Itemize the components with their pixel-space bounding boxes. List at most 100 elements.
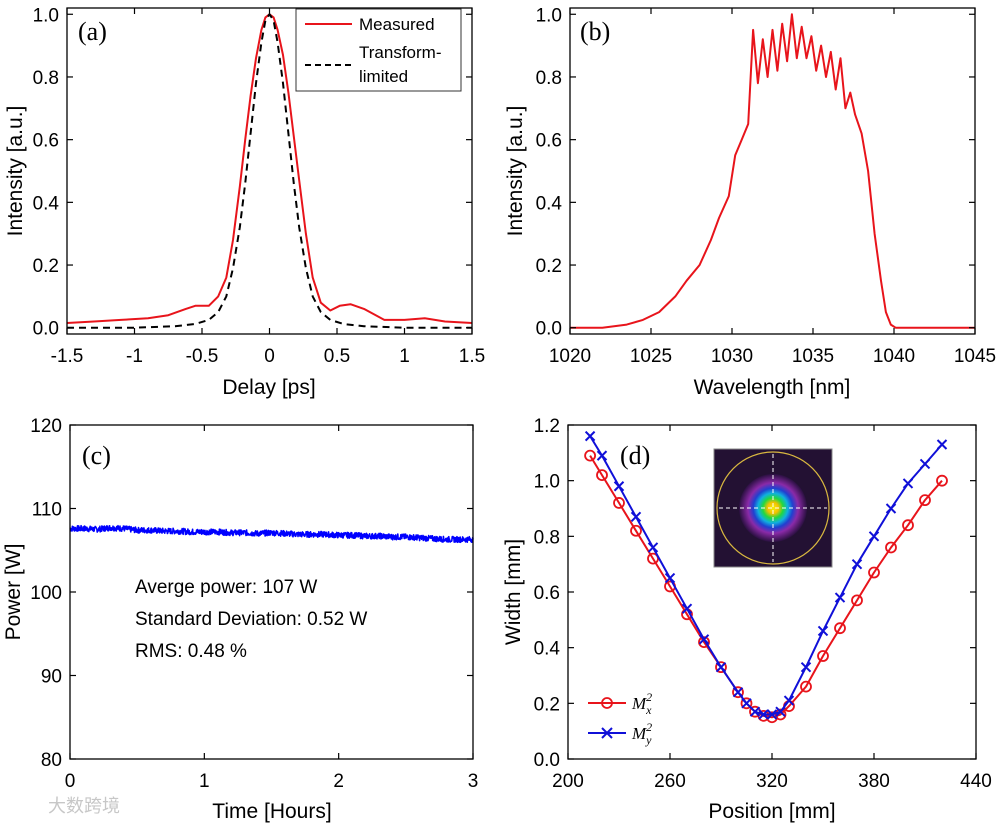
panel-c-ticks: 0 1 2 3 80 90 100 110 120	[30, 416, 478, 792]
panel-d-point-mx	[885, 541, 897, 554]
panel-d-point-my	[783, 695, 795, 706]
panel-a-ylabel: Intensity [a.u.]	[4, 106, 27, 237]
panel-d-point-my	[647, 542, 659, 553]
annotation-average-power: Averge power: 107 W	[135, 577, 317, 598]
panel-b-xtick-label: 1030	[711, 346, 753, 367]
panel-d-point-mx	[715, 661, 727, 674]
legend-my-sub: y	[645, 733, 652, 747]
panel-d-point-mx	[936, 474, 948, 487]
panel-d-point-my	[936, 439, 948, 450]
panel-d-point-my	[766, 709, 778, 720]
panel-d-legend: M2 x M2 y	[588, 690, 652, 747]
panel-a-xtick-label: -1	[126, 346, 143, 367]
panel-d-xtick-label: 440	[960, 771, 992, 792]
panel-a-ytick-label: 0.2	[33, 256, 59, 277]
panel-a-ytick-label: 0.6	[33, 131, 59, 152]
panel-a-plot	[66, 13, 473, 329]
annotation-standard-deviation: Standard Deviation: 0.52 W	[135, 609, 367, 630]
panel-d-xtick-label: 260	[654, 771, 686, 792]
panel-d-xtick-label: 200	[552, 771, 584, 792]
legend-label-line1: Transform-	[359, 43, 442, 62]
panel-b-xtick-label: 1020	[549, 346, 591, 367]
panel-c-plot	[69, 524, 474, 544]
panel-d-point-mx	[698, 636, 710, 648]
panel-d-point-mx	[834, 622, 846, 635]
panel-d-point-mx	[596, 469, 608, 482]
legend-label-mx: M2 x	[631, 690, 652, 717]
legend-box	[295, 8, 462, 92]
panel-d-point-my	[741, 698, 752, 709]
panel-a-ytick-label: 1.0	[33, 5, 59, 26]
panel-a: -1.5 -1 -0.5 0 0.5 1 1.5 0.0 0.2 0.4 0.6 0.8 1.0 (a)…	[4, 5, 485, 399]
panel-c: 0 1 2 3 80 90 100 110 120 (c) Time [Hours] Power…	[2, 416, 478, 823]
panel-d-plot	[584, 430, 948, 724]
panel-d-point-my	[630, 511, 642, 523]
panel-b: 1020 1025 1030 1035 1040 1045 0.0 0.2 0.4 0.6 0.8 1…	[504, 5, 996, 399]
panel-a-label: (a)	[78, 17, 107, 46]
panel-b-ticks: 1020 1025 1030 1035 1040 1045 0.0 0.2 0.4 0.6 0.8 1…	[536, 5, 997, 367]
panel-a-xtick-label: 1	[399, 346, 410, 367]
legend-label-line2: limited	[359, 67, 408, 86]
panel-a-xtick-label: 0.5	[324, 346, 350, 367]
panel-c-series-line-0	[69, 524, 474, 544]
panel-c-ytick-label: 110	[32, 500, 62, 521]
inset-aperture-circle	[716, 451, 830, 565]
panel-d-point-mx	[630, 524, 642, 537]
panel-b-ytick-label: 1.0	[536, 5, 562, 26]
panel-b-ytick-label: 0.4	[536, 193, 563, 214]
panel-d-point-mx	[817, 650, 829, 662]
panel-b-frame	[569, 7, 976, 335]
panel-c-ytick-label: 90	[41, 667, 62, 688]
panel-d-point-mx	[800, 680, 812, 693]
panel-a-xtick-label: -0.5	[186, 346, 219, 367]
panel-d-point-mx	[613, 497, 625, 509]
legend-mx-sub: x	[645, 703, 652, 717]
panel-d-point-mx	[740, 697, 753, 710]
panel-d-point-mx	[774, 708, 787, 721]
panel-c-xtick-label: 2	[333, 771, 344, 792]
panel-d-point-my	[715, 661, 727, 673]
panel-a-ytick-label: 0.8	[33, 68, 59, 89]
panel-a-ticks: -1.5 -1 -0.5 0 0.5 1 1.5 0.0 0.2 0.4 0.6 0.8 1.0	[33, 5, 486, 367]
panel-d-point-mx	[919, 494, 931, 507]
panel-d-point-my	[732, 686, 744, 698]
panel-d-point-my	[919, 458, 931, 470]
panel-d-point-my	[584, 430, 596, 442]
panel-c-ytick-label: 100	[30, 583, 62, 604]
panel-d-ticks: 200 260 320 380 440 0.0 0.2 0.4 0.6 0.8 1.0 1.2	[534, 416, 992, 792]
panel-d-label: (d)	[620, 441, 650, 470]
panel-d-ytick-label: 1.0	[534, 472, 560, 493]
panel-b-ylabel: Intensity [a.u.]	[504, 106, 527, 237]
legend-mx-base: M	[631, 694, 647, 713]
panel-d-point-my	[885, 503, 897, 514]
watermark: 大数跨境	[48, 796, 120, 817]
panel-b-ytick-label: 0.8	[536, 68, 562, 89]
panel-d-point-my	[749, 706, 761, 717]
panel-d-ytick-label: 0.0	[534, 750, 560, 771]
panel-a-ytick-label: 0.0	[33, 319, 59, 340]
beam-spot	[739, 474, 807, 542]
panel-a-xtick-label: -1.5	[51, 346, 84, 367]
panel-a-xlabel: Delay [ps]	[222, 376, 315, 399]
legend-marker-my	[601, 727, 613, 739]
panel-d-point-mx	[584, 449, 596, 462]
panel-d-point-my	[613, 481, 625, 492]
panel-d-point-mx	[647, 552, 659, 565]
legend-label-transform-limited: Transform- limited	[359, 43, 446, 86]
panel-d-ylabel: Width [mm]	[502, 539, 525, 645]
panel-a-ytick-label: 0.4	[33, 193, 60, 214]
panel-c-xtick-label: 0	[65, 771, 76, 792]
legend-mx-sup: 2	[646, 690, 652, 704]
panel-b-xlabel: Wavelength [nm]	[694, 376, 851, 399]
panel-d-ytick-label: 0.4	[534, 639, 561, 660]
panel-d-point-my	[775, 706, 786, 717]
panel-b-xtick-label: 1025	[630, 346, 672, 367]
panel-d-ytick-label: 0.2	[534, 694, 560, 715]
panel-d-point-my	[698, 634, 710, 645]
panel-a-series-line-1	[67, 13, 472, 329]
beam-profile-inset	[713, 448, 833, 568]
panel-d: 200 260 320 380 440 0.0 0.2 0.4 0.6 0.8 1.0 1.2 (d)…	[502, 416, 992, 823]
panel-c-ytick-label: 120	[30, 416, 62, 437]
panel-d-point-mx	[851, 594, 863, 607]
